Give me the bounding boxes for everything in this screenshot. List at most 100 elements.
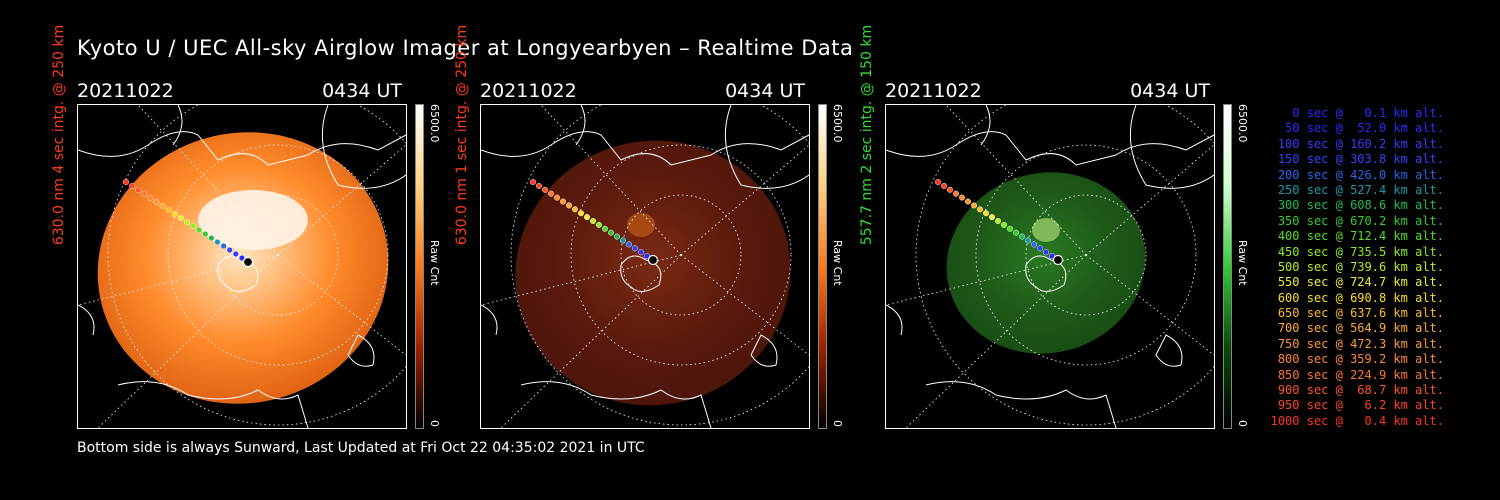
colorbar: [818, 104, 827, 429]
panel-date: 20211022: [77, 80, 174, 102]
airglow-emission: [515, 140, 791, 406]
satellite-track-point: [165, 206, 172, 213]
satellite-track-point: [190, 222, 197, 229]
colorbar-max: 6500.0: [428, 104, 441, 143]
colorbar-max: 6500.0: [831, 104, 844, 143]
coastline: [575, 105, 586, 146]
satellite-track-point: [595, 221, 602, 228]
satellite-track-point: [577, 210, 584, 217]
satellite-track-point: [631, 245, 638, 252]
coastline: [78, 131, 406, 166]
satellite-track-point: [530, 178, 537, 185]
satellite-track-point: [214, 238, 221, 245]
panel-date: 20211022: [480, 80, 577, 102]
satellite-track-point: [177, 214, 184, 221]
aurora-hotspot: [198, 190, 308, 250]
coastline: [78, 304, 95, 336]
satellite-track-point: [571, 206, 578, 213]
legend-entry: 600 sec @ 690.8 km alt.: [1277, 290, 1444, 305]
satellite-track-point: [637, 249, 644, 256]
image-panel-557-2s: 20211022 0434 UT 557.7 nm 2 sec intg. @ …: [859, 25, 1285, 440]
latitude-grid-line: [217, 194, 339, 316]
coastline: [347, 334, 375, 367]
longitude-grid-line: [481, 254, 682, 306]
satellite-track-point: [988, 214, 995, 221]
satellite-track-point: [1036, 245, 1043, 252]
satellite-track-point: [1042, 249, 1049, 256]
satellite-track-point: [232, 250, 239, 257]
satellite-track-point: [208, 234, 215, 241]
colorbar-min: 0: [1236, 420, 1249, 427]
satellite-track-point: [147, 194, 154, 201]
satellite-track-point: [1024, 237, 1031, 244]
coastline: [520, 381, 712, 428]
satellite-track-point: [159, 202, 166, 209]
coastline: [321, 105, 406, 189]
coastline: [1129, 105, 1214, 189]
satellite-track-point: [536, 182, 543, 189]
coastline: [724, 105, 809, 189]
longitude-grid-line: [1085, 144, 1214, 256]
satellite-track-point: [982, 210, 989, 217]
satellite-track-point: [619, 237, 626, 244]
satellite-track-point: [964, 198, 971, 205]
legend-entry: 400 sec @ 712.4 km alt.: [1277, 229, 1444, 244]
satellite-track-point: [1018, 233, 1025, 240]
allsky-image: [885, 104, 1215, 429]
legend-entry: 1000 sec @ 0.4 km alt.: [1270, 413, 1444, 428]
satellite-track-point: [952, 190, 959, 197]
colorbar-unit: Raw Cnt: [428, 240, 441, 286]
satellite-track-point: [970, 202, 977, 209]
panel-wavelength-label: 630.0 nm 1 sec intg. @ 250 km: [454, 24, 470, 246]
image-panel-630-1s: 20211022 0434 UT 630.0 nm 1 sec intg. @ …: [454, 25, 880, 440]
legend-entry: 800 sec @ 359.2 km alt.: [1277, 352, 1444, 367]
allsky-image: [480, 104, 810, 429]
legend-entry: 350 sec @ 670.2 km alt.: [1277, 213, 1444, 228]
satellite-position-marker: [1052, 254, 1064, 266]
panel-time: 0434 UT: [725, 80, 805, 102]
altitude-legend: 0 sec @ 0.1 km alt. 50 sec @ 52.0 km alt.…: [1258, 106, 1444, 429]
latitude-grid-line: [975, 144, 1197, 366]
latitude-grid-line: [915, 105, 1214, 426]
aurora-hotspot: [1032, 218, 1060, 242]
legend-entry: 250 sec @ 527.4 km alt.: [1277, 182, 1444, 197]
coastline: [925, 381, 1117, 428]
satellite-track-point: [238, 254, 245, 261]
satellite-track-point: [171, 210, 178, 217]
coastline: [886, 304, 903, 336]
panel-time: 0434 UT: [1130, 80, 1210, 102]
legend-entry: 200 sec @ 426.0 km alt.: [1277, 167, 1444, 182]
legend-entry: 450 sec @ 735.5 km alt.: [1277, 244, 1444, 259]
panel-date: 20211022: [885, 80, 982, 102]
satellite-track-point: [935, 178, 942, 185]
coastline: [1025, 255, 1067, 292]
coastline: [481, 304, 498, 336]
colorbar: [415, 104, 424, 429]
satellite-position-marker: [647, 254, 659, 266]
footer-status: Bottom side is always Sunward, Last Upda…: [77, 440, 645, 456]
legend-entry: 850 sec @ 224.9 km alt.: [1277, 367, 1444, 382]
airglow-emission: [946, 172, 1146, 354]
longitude-grid-line: [886, 254, 1087, 306]
satellite-track-point: [135, 186, 142, 193]
satellite-track-point: [553, 194, 560, 201]
longitude-grid-line: [277, 144, 406, 256]
satellite-track-point: [226, 246, 233, 253]
panel-time: 0434 UT: [322, 80, 402, 102]
satellite-track-point: [1000, 221, 1007, 228]
satellite-track-point: [976, 206, 983, 213]
satellite-track-point: [141, 190, 148, 197]
satellite-track-point: [958, 194, 965, 201]
satellite-track-point: [220, 242, 227, 249]
satellite-track-point: [153, 198, 160, 205]
coastline: [886, 131, 1214, 166]
satellite-track-point: [613, 233, 620, 240]
satellite-track-point: [129, 182, 136, 189]
panel-wavelength-label: 630.0 nm 4 sec intg. @ 250 km: [51, 24, 67, 246]
page-title: Kyoto U / UEC All-sky Airglow Imager at …: [77, 36, 854, 60]
coastline: [620, 255, 662, 292]
legend-entry: 100 sec @ 160.2 km alt.: [1277, 136, 1444, 151]
coastline: [172, 105, 183, 146]
satellite-track-point: [565, 202, 572, 209]
legend-entry: 500 sec @ 739.6 km alt.: [1277, 259, 1444, 274]
